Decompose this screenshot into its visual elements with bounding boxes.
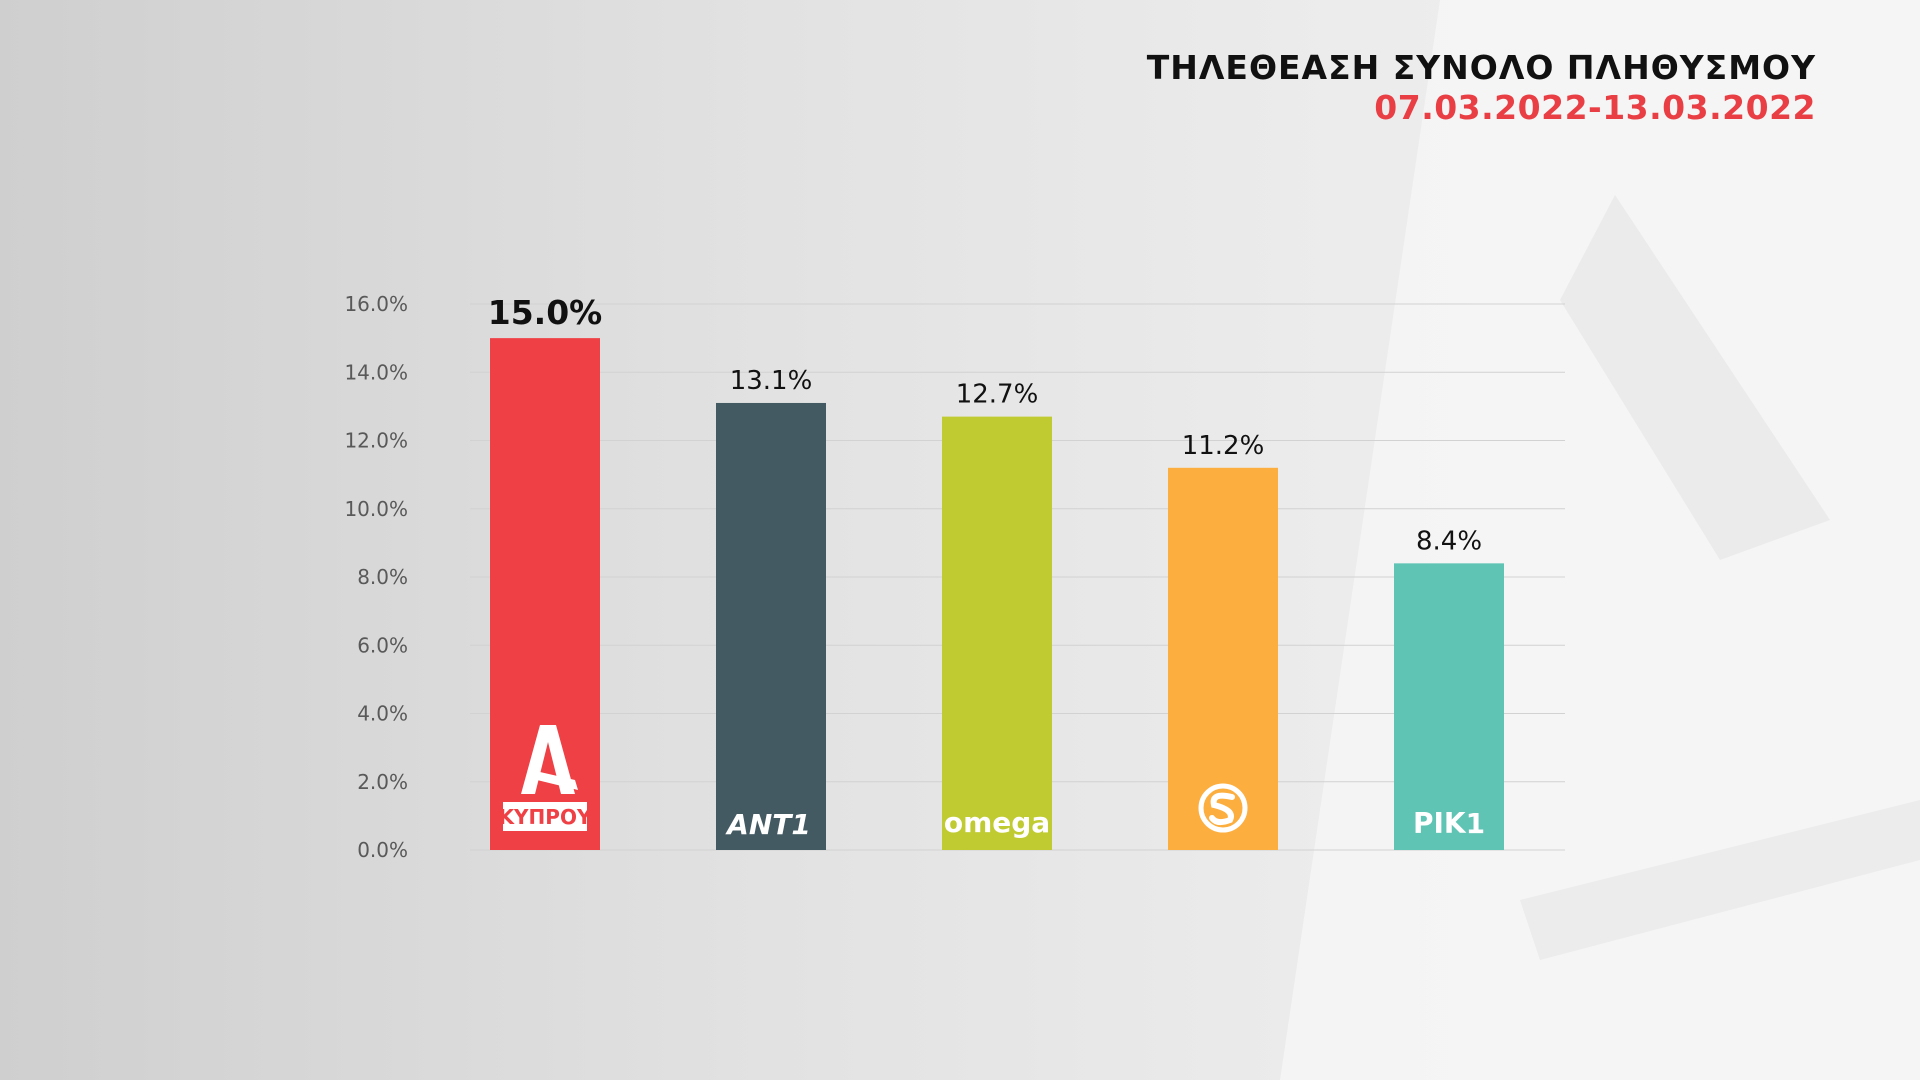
bars: [490, 338, 1504, 850]
y-tick-label: 8.0%: [357, 565, 408, 589]
sigma-s: [1209, 792, 1235, 826]
y-tick-label: 2.0%: [357, 770, 408, 794]
header: ΤΗΛΕΘΕΑΣΗ ΣΥΝΟΛΟ ΠΛΗΘΥΣΜΟΥ 07.03.2022-13…: [1147, 48, 1816, 128]
bar-5: [1394, 563, 1504, 850]
value-label: 13.1%: [730, 366, 813, 396]
y-tick-label: 0.0%: [357, 838, 408, 862]
y-tick-label: 10.0%: [344, 497, 408, 521]
sigma-logo-icon: [1198, 783, 1248, 833]
y-tick-label: 4.0%: [357, 702, 408, 726]
value-label: 8.4%: [1416, 526, 1482, 556]
y-axis-ticks: 0.0% 2.0% 4.0% 6.0% 8.0% 10.0% 12.0% 14.0% 16.0%: [344, 292, 408, 862]
logo-caption: ANT1: [725, 808, 811, 841]
sigma-ring: [1198, 783, 1248, 833]
y-tick-label: 14.0%: [344, 360, 408, 384]
y-tick-label: 6.0%: [357, 633, 408, 657]
bar-2: [716, 402, 826, 850]
y-tick-label: 16.0%: [344, 292, 408, 316]
value-label: 15.0%: [488, 293, 603, 332]
logo-caption: ΚΥΠΡΟΥ: [499, 805, 592, 829]
omega-logo-icon: omega: [944, 806, 1050, 839]
bar-1: [490, 338, 600, 850]
y-tick-label: 12.0%: [344, 429, 408, 453]
rik1-logo-icon: ΡΙΚ1: [1413, 807, 1485, 840]
logo-caption: ΡΙΚ1: [1413, 807, 1485, 840]
alpha-logo-icon: ΚΥΠΡΟΥ: [499, 725, 592, 831]
chart-title: ΤΗΛΕΘΕΑΣΗ ΣΥΝΟΛΟ ΠΛΗΘΥΣΜΟΥ: [1146, 48, 1816, 87]
logo-caption: omega: [944, 806, 1050, 839]
value-label: 11.2%: [1182, 431, 1265, 461]
alpha-mark: [521, 725, 575, 794]
channel-logos: ΚΥΠΡΟΥ ANT1 omega ΡΙΚ1: [499, 725, 1485, 841]
bar-3: [942, 416, 1052, 850]
kyprou-box: [503, 802, 587, 831]
ant1-logo-icon: ANT1: [725, 808, 811, 841]
value-labels: 15.0% 13.1% 12.7% 11.2% 8.4%: [488, 293, 1482, 556]
chart-subtitle: 07.03.2022-13.03.2022: [1374, 88, 1816, 127]
value-label: 12.7%: [956, 380, 1039, 410]
alpha-swoosh: [537, 772, 578, 790]
